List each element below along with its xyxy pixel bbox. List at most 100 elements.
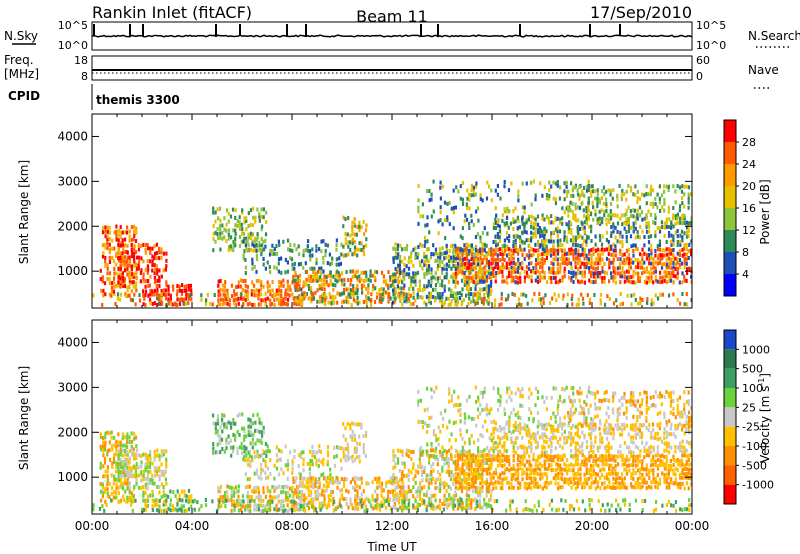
heatmap-cell	[273, 298, 276, 303]
heatmap-cell	[512, 429, 515, 434]
heatmap-cell	[538, 225, 541, 230]
heatmap-cell	[670, 278, 673, 283]
heatmap-cell	[399, 243, 402, 248]
heatmap-cell	[619, 280, 622, 285]
heatmap-cell	[393, 497, 396, 501]
heatmap-cell	[435, 385, 438, 390]
heatmap-cell	[467, 482, 470, 486]
heatmap-cell	[106, 271, 109, 276]
heatmap-cell	[401, 492, 404, 497]
heatmap-cell	[316, 496, 319, 501]
heatmap-cell	[459, 408, 462, 412]
heatmap-cell	[681, 221, 684, 226]
heatmap-cell	[470, 461, 473, 466]
heatmap-cell	[204, 302, 208, 307]
heatmap-cell	[590, 248, 593, 253]
heatmap-cell	[618, 234, 621, 239]
heatmap-cell	[670, 261, 673, 266]
heatmap-cell	[396, 481, 399, 486]
heatmap-cell	[550, 184, 553, 189]
heatmap-cell	[419, 461, 422, 466]
heatmap-cell	[492, 248, 495, 253]
heatmap-cell	[512, 445, 515, 450]
heatmap-cell	[169, 296, 172, 301]
heatmap-cell	[506, 296, 509, 301]
heatmap-cell	[327, 481, 330, 486]
heatmap-cell	[138, 293, 141, 298]
heatmap-cell	[388, 292, 391, 297]
heatmap-cell	[385, 279, 388, 284]
heatmap-cell	[589, 189, 593, 194]
heatmap-cell	[419, 465, 422, 470]
heatmap-cell	[149, 301, 152, 306]
heatmap-cell	[581, 274, 584, 279]
heatmap-cell	[362, 489, 365, 494]
heatmap-cell	[392, 288, 395, 293]
heatmap-cell	[297, 262, 301, 267]
heatmap-cell	[559, 257, 562, 261]
heatmap-cell	[430, 271, 433, 276]
heatmap-cell	[490, 188, 493, 193]
heatmap-cell	[637, 279, 640, 284]
heatmap-cell	[115, 283, 118, 288]
heatmap-cell	[476, 415, 480, 420]
heatmap-cell	[589, 212, 593, 217]
heatmap-cell	[389, 476, 392, 481]
heatmap-cell	[545, 196, 548, 201]
heatmap-cell	[548, 301, 552, 305]
heatmap-cell	[153, 244, 156, 249]
heatmap-cell	[661, 275, 664, 280]
heatmap-cell	[483, 265, 486, 270]
heatmap-cell	[534, 226, 537, 231]
heatmap-cell	[658, 200, 661, 205]
heatmap-cell	[149, 288, 152, 293]
heatmap-cell	[298, 507, 301, 512]
heatmap-cell	[674, 200, 677, 205]
heatmap-cell	[175, 292, 179, 297]
heatmap-cell	[494, 298, 497, 303]
heatmap-cell	[266, 296, 269, 301]
heatmap-cell	[293, 266, 296, 271]
heatmap-cell	[594, 234, 597, 239]
heatmap-cell	[312, 505, 315, 510]
heatmap-cell	[492, 274, 495, 278]
heatmap-cell	[494, 226, 497, 230]
heatmap-cell	[362, 283, 366, 288]
heatmap-cell	[389, 497, 392, 502]
heatmap-cell	[292, 278, 295, 283]
heatmap-cell	[507, 274, 511, 278]
heatmap-cell	[292, 504, 295, 509]
heatmap-cell	[577, 279, 580, 284]
heatmap-cell	[530, 230, 533, 235]
heatmap-cell	[134, 250, 138, 254]
heatmap-cell	[254, 428, 257, 433]
heatmap-cell	[587, 179, 590, 184]
heatmap-cell	[483, 274, 486, 279]
heatmap-cell	[577, 248, 580, 253]
heatmap-cell	[490, 257, 493, 262]
heatmap-cell	[139, 279, 142, 284]
heatmap-cell	[481, 248, 484, 253]
heatmap-cell	[483, 279, 486, 284]
heatmap-cell	[443, 448, 446, 453]
heatmap-cell	[397, 252, 400, 257]
heatmap-cell	[147, 293, 150, 298]
heatmap-cell	[356, 287, 359, 292]
heatmap-cell	[572, 235, 575, 240]
heatmap-cell	[629, 209, 632, 214]
heatmap-cell	[587, 235, 590, 240]
heatmap-cell	[119, 478, 123, 483]
heatmap-cell	[394, 242, 397, 247]
heatmap-cell	[417, 419, 420, 424]
heatmap-cell	[497, 387, 500, 392]
heatmap-cell	[685, 234, 689, 239]
heatmap-cell	[245, 218, 248, 223]
heatmap-cell	[309, 476, 312, 481]
heatmap-cell	[463, 243, 466, 248]
heatmap-cell	[423, 251, 426, 256]
heatmap-cell	[477, 395, 480, 400]
heatmap-cell	[427, 283, 430, 288]
heatmap-cell	[552, 262, 555, 267]
heatmap-cell	[632, 269, 635, 274]
heatmap-cell	[264, 244, 267, 249]
